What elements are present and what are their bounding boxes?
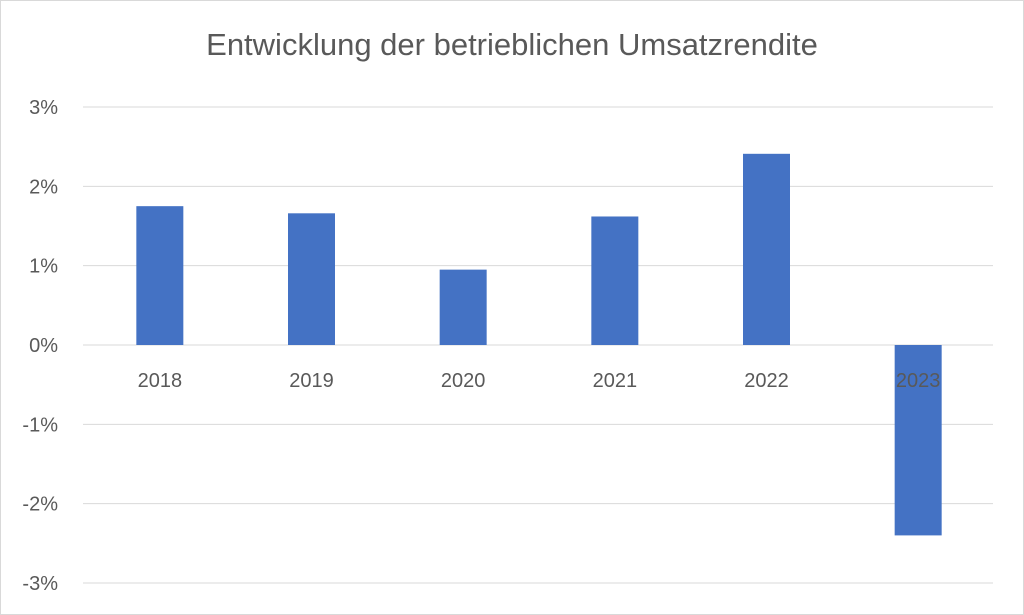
chart-title: Entwicklung der betrieblichen Umsatzrend… bbox=[206, 27, 818, 62]
y-axis-ticks: 3% 2% 1% 0% -1% -2% -3% bbox=[22, 97, 58, 595]
y-tick-label: -1% bbox=[22, 414, 58, 436]
x-tick-label: 2021 bbox=[593, 370, 638, 392]
bar-2022 bbox=[743, 153, 790, 345]
x-tick-label: 2023 bbox=[896, 370, 941, 392]
x-axis-ticks: 2018 2019 2020 2021 2022 2023 bbox=[138, 370, 941, 392]
y-tick-label: 1% bbox=[29, 256, 58, 278]
bar-2023 bbox=[894, 345, 942, 536]
x-tick-label: 2020 bbox=[441, 370, 486, 392]
x-tick-label: 2018 bbox=[138, 370, 183, 392]
bars bbox=[136, 153, 942, 536]
y-tick-label: -2% bbox=[22, 494, 58, 516]
y-tick-label: 0% bbox=[29, 335, 58, 357]
y-tick-label: 2% bbox=[29, 176, 58, 198]
bar-2021 bbox=[591, 216, 639, 345]
bar-2020 bbox=[439, 269, 487, 345]
x-tick-label: 2022 bbox=[744, 370, 789, 392]
x-tick-label: 2019 bbox=[289, 370, 334, 392]
y-tick-label: -3% bbox=[22, 573, 58, 595]
bar-2018 bbox=[136, 206, 184, 345]
bar-2019 bbox=[288, 213, 335, 345]
y-tick-label: 3% bbox=[29, 97, 58, 119]
gridlines bbox=[83, 106, 993, 584]
